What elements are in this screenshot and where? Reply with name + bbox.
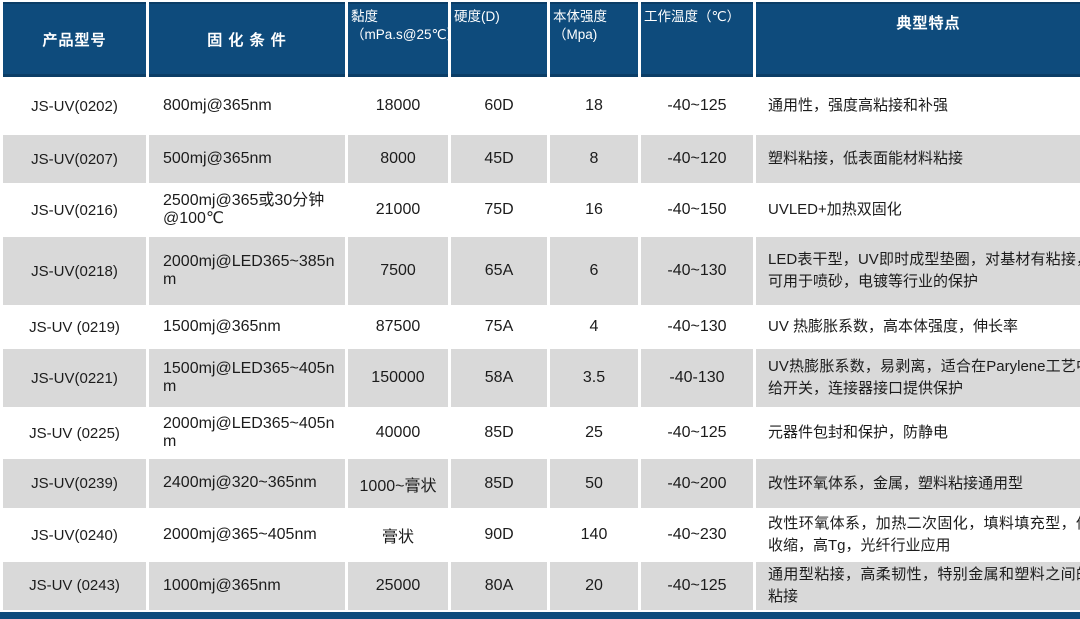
cell-viscosity: 21000 <box>348 185 448 235</box>
cell-temp: -40~130 <box>641 307 753 347</box>
cell-features: 元器件包封和保护，防静电 <box>756 409 1080 457</box>
cell-cure: 1500mj@LED365~405nm <box>149 349 345 407</box>
table-row: JS-UV(0207) 500mj@365nm 8000 45D 8 -40~1… <box>3 135 1080 183</box>
header-cell-model: 产品型号 <box>3 2 146 77</box>
cell-strength: 4 <box>550 307 638 347</box>
cell-strength: 25 <box>550 409 638 457</box>
cell-features: UVLED+加热双固化 <box>756 185 1080 235</box>
table-row: JS-UV(0202) 800mj@365nm 18000 60D 18 -40… <box>3 79 1080 133</box>
cell-cure: 1500mj@365nm <box>149 307 345 347</box>
header-cell-features: 典型特点 <box>756 2 1080 77</box>
cell-cure: 1000mj@365nm <box>149 562 345 610</box>
cell-model: JS-UV(0202) <box>3 79 146 133</box>
cell-hardness: 80A <box>451 562 547 610</box>
cell-model: JS-UV(0239) <box>3 459 146 508</box>
cell-model: JS-UV(0221) <box>3 349 146 407</box>
cell-features: 改性环氧体系，加热二次固化，填料填充型，低收缩，高Tg，光纤行业应用 <box>756 510 1080 560</box>
cell-viscosity: 7500 <box>348 237 448 305</box>
cell-strength: 8 <box>550 135 638 183</box>
cell-temp: -40-130 <box>641 349 753 407</box>
cell-hardness: 75D <box>451 185 547 235</box>
cell-viscosity: 40000 <box>348 409 448 457</box>
cell-strength: 140 <box>550 510 638 560</box>
table-row: JS-UV(0216) 2500mj@365或30分钟@100℃ 21000 7… <box>3 185 1080 235</box>
header-cell-temp: 工作温度（℃） <box>641 2 753 77</box>
table-row: JS-UV (0225) 2000mj@LED365~405nm 40000 8… <box>3 409 1080 457</box>
cell-cure: 2000mj@LED365~385nm <box>149 237 345 305</box>
cell-hardness: 45D <box>451 135 547 183</box>
table-row: JS-UV(0239) 2400mj@320~365nm 1000~膏状 85D… <box>3 459 1080 508</box>
cell-features: 通用型粘接，高柔韧性，特别金属和塑料之间的粘接 <box>756 562 1080 610</box>
cell-temp: -40~150 <box>641 185 753 235</box>
cell-temp: -40~200 <box>641 459 753 508</box>
cell-strength: 3.5 <box>550 349 638 407</box>
cell-cure: 500mj@365nm <box>149 135 345 183</box>
cell-temp: -40~130 <box>641 237 753 305</box>
cell-model: JS-UV (0225) <box>3 409 146 457</box>
cell-strength: 16 <box>550 185 638 235</box>
cell-hardness: 58A <box>451 349 547 407</box>
cell-model: JS-UV(0218) <box>3 237 146 305</box>
cell-cure: 2000mj@LED365~405nm <box>149 409 345 457</box>
table-header: 产品型号 固 化 条 件 黏度（mPa.s@25℃） 硬度(D) 本体强度（Mp… <box>3 2 1080 77</box>
cell-features: LED表干型，UV即时成型垫圈，对基材有粘接，可用于喷砂，电镀等行业的保护 <box>756 237 1080 305</box>
cell-strength: 6 <box>550 237 638 305</box>
cell-hardness: 90D <box>451 510 547 560</box>
cell-hardness: 75A <box>451 307 547 347</box>
cell-model: JS-UV (0243) <box>3 562 146 610</box>
cell-cure: 2400mj@320~365nm <box>149 459 345 508</box>
cell-hardness: 65A <box>451 237 547 305</box>
cell-features: 通用性，强度高粘接和补强 <box>756 79 1080 133</box>
cell-viscosity: 18000 <box>348 79 448 133</box>
cell-model: JS-UV (0219) <box>3 307 146 347</box>
cell-viscosity: 150000 <box>348 349 448 407</box>
cell-features: 改性环氧体系，金属，塑料粘接通用型 <box>756 459 1080 508</box>
cell-strength: 20 <box>550 562 638 610</box>
cell-viscosity: 25000 <box>348 562 448 610</box>
cell-model: JS-UV(0216) <box>3 185 146 235</box>
table-bottom-border <box>0 611 1080 619</box>
table-body: JS-UV(0202) 800mj@365nm 18000 60D 18 -40… <box>3 79 1080 610</box>
cell-cure: 800mj@365nm <box>149 79 345 133</box>
table-row: JS-UV(0240) 2000mj@365~405nm 膏状 90D 140 … <box>3 510 1080 560</box>
cell-hardness: 60D <box>451 79 547 133</box>
cell-temp: -40~125 <box>641 79 753 133</box>
cell-temp: -40~230 <box>641 510 753 560</box>
cell-viscosity: 87500 <box>348 307 448 347</box>
header-cell-viscosity: 黏度（mPa.s@25℃） <box>348 2 460 77</box>
cell-temp: -40~120 <box>641 135 753 183</box>
cell-model: JS-UV(0207) <box>3 135 146 183</box>
cell-viscosity: 1000~膏状 <box>348 459 448 508</box>
header-row: 产品型号 固 化 条 件 黏度（mPa.s@25℃） 硬度(D) 本体强度（Mp… <box>3 2 1080 77</box>
cell-cure: 2500mj@365或30分钟@100℃ <box>149 185 345 235</box>
cell-strength: 50 <box>550 459 638 508</box>
table-row: JS-UV (0219) 1500mj@365nm 87500 75A 4 -4… <box>3 307 1080 347</box>
header-cell-cure: 固 化 条 件 <box>149 2 345 77</box>
cell-features: UV 热膨胀系数，高本体强度，伸长率 <box>756 307 1080 347</box>
table-row: JS-UV (0243) 1000mj@365nm 25000 80A 20 -… <box>3 562 1080 610</box>
cell-model: JS-UV(0240) <box>3 510 146 560</box>
header-cell-strength: 本体强度（Mpa) <box>550 2 638 77</box>
cell-temp: -40~125 <box>641 409 753 457</box>
table-row: JS-UV(0221) 1500mj@LED365~405nm 150000 5… <box>3 349 1080 407</box>
cell-strength: 18 <box>550 79 638 133</box>
table-row: JS-UV(0218) 2000mj@LED365~385nm 7500 65A… <box>3 237 1080 305</box>
cell-cure: 2000mj@365~405nm <box>149 510 345 560</box>
cell-features: 塑料粘接，低表面能材料粘接 <box>756 135 1080 183</box>
header-cell-hardness: 硬度(D) <box>451 2 547 77</box>
cell-viscosity: 膏状 <box>348 510 448 560</box>
cell-hardness: 85D <box>451 409 547 457</box>
cell-features: UV热膨胀系数，易剥离，适合在Parylene工艺中给开关，连接器接口提供保护 <box>756 349 1080 407</box>
cell-hardness: 85D <box>451 459 547 508</box>
cell-viscosity: 8000 <box>348 135 448 183</box>
cell-temp: -40~125 <box>641 562 753 610</box>
